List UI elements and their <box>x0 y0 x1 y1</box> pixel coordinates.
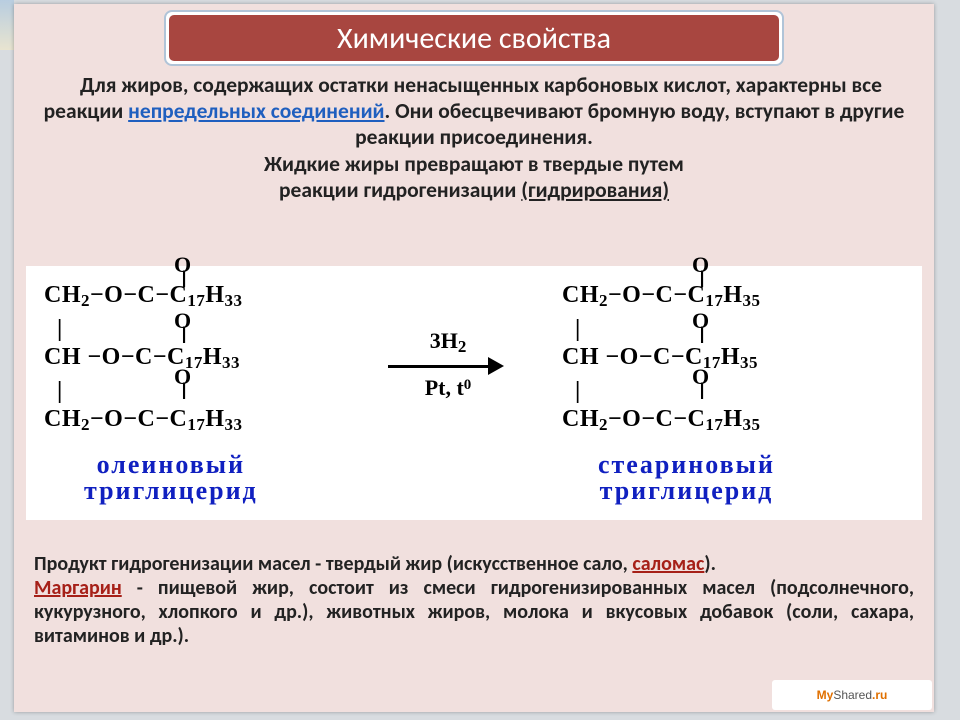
arrow-top: 3H2 <box>388 328 508 357</box>
t: CH <box>44 282 81 308</box>
intro-text: Для жиров, содержащих остатки ненасыщенн… <box>34 72 914 203</box>
t: −O−C−C <box>608 406 705 432</box>
link-unsaturated[interactable]: непредельных соединений <box>128 98 384 124</box>
t: −O−C−C <box>90 406 187 432</box>
dblO: O|| <box>692 314 709 340</box>
title-container: Химические свойства <box>164 10 784 66</box>
t: 3H <box>430 328 458 353</box>
para3-a: реакции гидрогенизации <box>279 177 521 203</box>
bottom-p2: Маргарин - пищевой жир, состоит из смеси… <box>34 576 914 648</box>
t: My <box>817 688 834 702</box>
t: H <box>205 406 224 432</box>
arrow-line <box>388 359 508 373</box>
t: H <box>721 344 740 370</box>
t: 33 <box>222 353 240 372</box>
para-2: Жидкие жиры превращают в твердые путем <box>34 151 914 177</box>
t: .ru <box>872 688 887 702</box>
t: 0 <box>464 377 472 393</box>
para3-u: (гидрирования) <box>521 177 669 203</box>
t: 33 <box>225 415 243 434</box>
t: 2 <box>599 415 608 434</box>
reaction-arrow: 3H2 Pt, t0 <box>388 328 508 401</box>
slide-edge-decor <box>0 0 14 50</box>
reaction-scheme: CH2−O−C−C17H33 | CH −O−C−C17H33 | CH2−O−… <box>26 266 922 520</box>
slide: Химические свойства Для жиров, содержащи… <box>14 4 934 712</box>
t: 35 <box>740 353 758 372</box>
t: H <box>205 282 224 308</box>
t: 33 <box>225 291 243 310</box>
term-margarin: Маргарин <box>34 576 122 600</box>
left-structure: CH2−O−C−C17H33 | CH −O−C−C17H33 | CH2−O−… <box>44 284 243 436</box>
t: CH <box>44 344 81 370</box>
t: триглицерид <box>84 478 258 504</box>
right-structure: CH2−O−C−C17H35 | CH −O−C−C17H35 | CH2−O−… <box>562 284 761 436</box>
p1-b: ). <box>704 552 716 576</box>
t: 2 <box>599 291 608 310</box>
watermark[interactable]: MyShared.ru <box>772 680 932 710</box>
title-bg: Химические свойства <box>169 15 779 61</box>
slide-title: Химические свойства <box>337 20 611 57</box>
t: Shared <box>833 688 872 702</box>
t: CH <box>44 406 81 432</box>
t: 17 <box>187 415 205 434</box>
para-3: реакции гидрогенизации (гидрирования) <box>34 177 914 203</box>
t: H <box>203 344 222 370</box>
bottom-p1: Продукт гидрогенизации масел - твердый ж… <box>34 552 914 576</box>
right-label: стеариновый триглицерид <box>598 452 775 504</box>
t: −O−C−C <box>599 344 703 370</box>
p2-a: - пищевой жир, состоит из смеси гидроген… <box>34 576 914 648</box>
t: CH <box>562 282 599 308</box>
t: 2 <box>81 415 90 434</box>
dblO: O|| <box>174 314 191 340</box>
t: −O−C−C <box>90 282 187 308</box>
t: −O−C−C <box>608 282 705 308</box>
t: CH <box>562 406 599 432</box>
t: 17 <box>705 415 723 434</box>
left-label: олеиновый триглицерид <box>84 452 258 504</box>
t: 2 <box>81 291 90 310</box>
t: триглицерид <box>598 478 775 504</box>
bottom-text: Продукт гидрогенизации масел - твердый ж… <box>34 552 914 648</box>
t: 2 <box>458 337 467 356</box>
para1-b: . Они обесцвечивают бромную воду, вступа… <box>355 98 904 150</box>
dblO: O|| <box>174 258 191 284</box>
term-salomas: саломас <box>632 552 704 576</box>
para-1: Для жиров, содержащих остатки ненасыщенн… <box>34 72 914 151</box>
t: 35 <box>743 415 761 434</box>
arrow-bot: Pt, t0 <box>388 375 508 401</box>
t: олеиновый <box>84 452 258 478</box>
t: стеариновый <box>598 452 775 478</box>
t: 35 <box>743 291 761 310</box>
t: CH <box>562 344 599 370</box>
dblO: O|| <box>692 258 709 284</box>
p1-a: Продукт гидрогенизации масел - твердый ж… <box>34 552 632 576</box>
t: H <box>723 282 742 308</box>
dblO: O|| <box>174 370 191 396</box>
t: −O−C−C <box>81 344 185 370</box>
t: Pt, t <box>425 375 464 400</box>
dblO: O|| <box>692 370 709 396</box>
t: H <box>723 406 742 432</box>
